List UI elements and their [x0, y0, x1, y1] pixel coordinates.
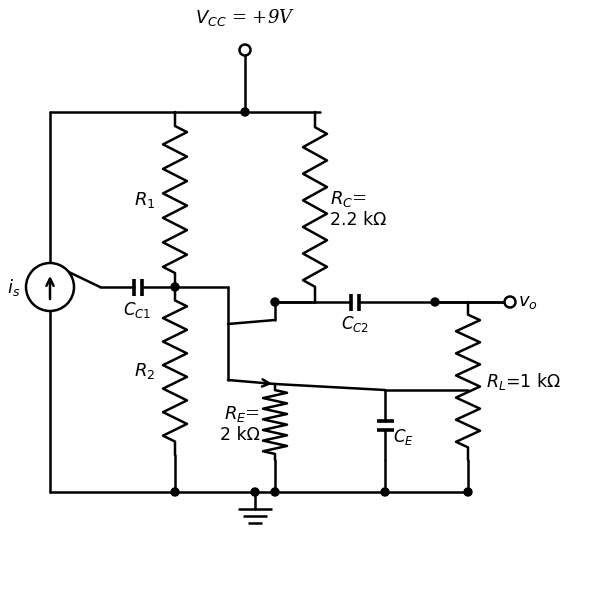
Text: $R_C$=: $R_C$= — [330, 189, 367, 209]
Circle shape — [431, 298, 439, 306]
Text: $C_{C1}$: $C_{C1}$ — [123, 300, 152, 320]
Text: 2 kΩ: 2 kΩ — [220, 426, 260, 444]
Circle shape — [171, 283, 179, 291]
Circle shape — [464, 488, 472, 496]
Text: $C_E$: $C_E$ — [393, 427, 414, 447]
Text: $C_{C2}$: $C_{C2}$ — [341, 314, 369, 334]
Circle shape — [381, 488, 389, 496]
Text: 2.2 kΩ: 2.2 kΩ — [330, 211, 386, 229]
Text: $i_s$: $i_s$ — [6, 276, 20, 298]
Circle shape — [271, 298, 279, 306]
Circle shape — [241, 108, 249, 116]
Circle shape — [26, 263, 74, 311]
Text: $R_2$: $R_2$ — [135, 361, 156, 381]
Circle shape — [171, 488, 179, 496]
Text: $R_E$=: $R_E$= — [224, 404, 260, 424]
Text: $R_1$: $R_1$ — [135, 190, 156, 210]
Text: $v_o$: $v_o$ — [518, 293, 538, 311]
Text: $R_L$=1 kΩ: $R_L$=1 kΩ — [486, 370, 561, 391]
Circle shape — [251, 488, 259, 496]
Circle shape — [504, 296, 516, 307]
Circle shape — [240, 44, 251, 56]
Circle shape — [271, 488, 279, 496]
Text: $V_{CC}$ = +9V: $V_{CC}$ = +9V — [195, 7, 295, 28]
